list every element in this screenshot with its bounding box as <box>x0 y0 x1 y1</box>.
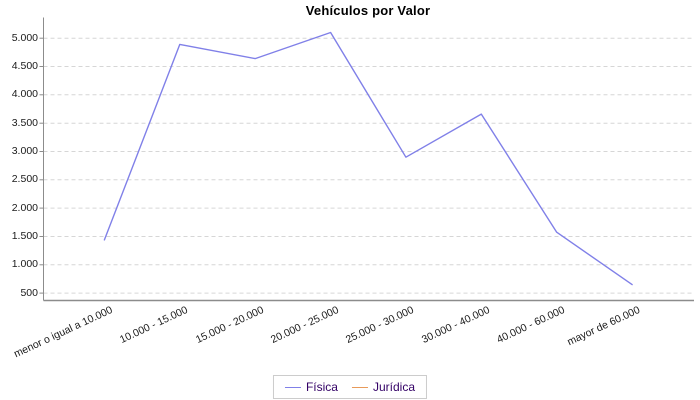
legend-item-fisica: Física <box>284 380 338 394</box>
series-line-0 <box>103 31 633 286</box>
legend: Física Jurídica <box>272 375 428 399</box>
legend-label: Jurídica <box>372 380 416 394</box>
legend-line-sample <box>284 386 301 388</box>
legend-label: Física <box>305 380 338 394</box>
legend-line-sample <box>351 386 368 388</box>
chart-title: Vehículos por Valor <box>305 3 431 18</box>
legend-item-juridica: Jurídica <box>351 380 416 394</box>
